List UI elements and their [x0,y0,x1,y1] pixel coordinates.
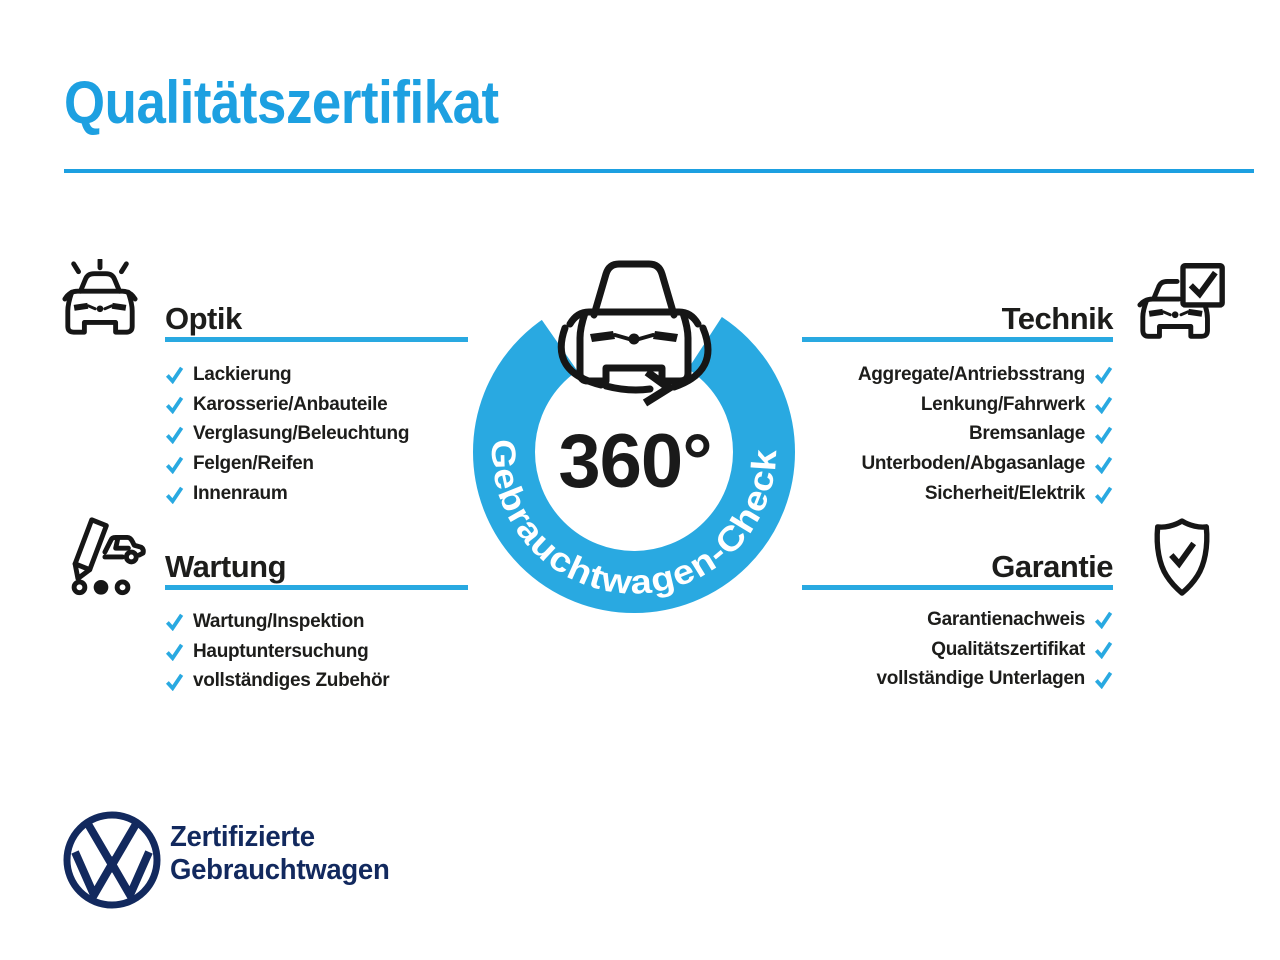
list-item: Innenraum [165,479,409,509]
list-item: Lackierung [165,360,409,390]
footer-line1: Zertifizierte [170,821,315,853]
check-icon [1094,612,1113,630]
check-icon [165,456,184,474]
list-item: Garantienachweis [640,605,1113,635]
check-icon [165,643,184,662]
section-title-technik: Technik [1001,301,1114,336]
list-item-label: Innenraum [193,483,288,505]
list-item-label: Bremsanlage [968,423,1085,445]
list-item-label: Lackierung [193,363,292,385]
check-icon [165,486,184,504]
list-item-label: vollständige Unterlagen [876,668,1086,690]
list-item-label: Wartung/Inspektion [193,610,365,632]
list-item-label: Hauptuntersuchung [193,640,369,662]
list-item: Aggregate/Antriebsstrang [640,360,1113,390]
list-item: Wartung/Inspektion [165,607,389,637]
technik-list: Aggregate/Antriebsstrang Lenkung/Fahrwer… [640,360,1113,509]
car-rotate-icon [557,260,712,407]
list-item: Hauptuntersuchung [165,637,389,667]
garantie-list: Garantienachweis Qualitätszertifikat vol… [640,605,1113,694]
list-item: Lenkung/Fahrwerk [640,390,1113,420]
garantie-underline [802,585,1113,590]
list-item-label: Unterboden/Abgasanlage [861,453,1085,475]
section-title-garantie: Garantie [991,549,1113,584]
check-icon [165,396,184,415]
list-item-label: Qualitätszertifikat [931,638,1085,660]
list-item: Karosserie/Anbauteile [165,390,409,420]
section-title-wartung: Wartung [165,549,287,584]
list-item: Verglasung/Beleuchtung [165,420,409,450]
list-item-label: vollständiges Zubehör [193,670,390,692]
list-item-label: Garantienachweis [927,608,1085,630]
badge-ring-gap [507,266,755,452]
car-checkbox-icon [1134,257,1230,347]
footer-line2: Gebrauchtwagen [170,854,390,886]
check-icon [165,673,184,691]
header-divider [64,169,1254,173]
technik-underline [802,337,1113,342]
list-item: Unterboden/Abgasanlage [640,449,1113,479]
badge-360-check: Gebrauchtwagen-Check 360° [454,240,816,640]
check-icon [165,367,184,385]
check-icon [1094,396,1113,415]
check-icon [1094,456,1113,474]
wartung-underline [165,585,468,590]
optik-list: Lackierung Karosserie/Anbauteile Verglas… [165,360,409,509]
badge-degrees: 360° [558,419,711,504]
check-icon [165,426,184,444]
car-shine-icon [56,259,144,339]
list-item: vollständige Unterlagen [640,665,1113,695]
page-title: Qualitätszertifikat [64,69,499,136]
check-icon [1094,641,1113,660]
list-item: Sicherheit/Elektrik [640,479,1113,509]
list-item: Felgen/Reifen [165,449,409,479]
shield-check-icon [1146,515,1218,601]
section-title-optik: Optik [165,301,242,336]
vw-logo [60,808,164,912]
list-item-label: Felgen/Reifen [193,453,314,475]
list-item: Bremsanlage [640,420,1113,450]
list-item-label: Karosserie/Anbauteile [193,393,388,415]
footer-brand-text: Zertifizierte Gebrauchtwagen [170,821,390,887]
list-item: Qualitätszertifikat [640,635,1113,665]
check-icon [165,614,184,632]
wartung-list: Wartung/Inspektion Hauptuntersuchung vol… [165,607,390,697]
list-item-label: Verglasung/Beleuchtung [193,423,410,445]
list-item-label: Sicherheit/Elektrik [924,483,1085,505]
check-icon [1094,671,1113,689]
service-pencil-car-icon [56,511,146,601]
check-icon [1094,426,1113,444]
check-icon [1094,367,1113,385]
list-item-label: Aggregate/Antriebsstrang [857,363,1085,385]
check-icon [1094,486,1113,504]
list-item: vollständiges Zubehör [165,667,390,697]
optik-underline [165,337,468,342]
list-item-label: Lenkung/Fahrwerk [920,393,1085,415]
